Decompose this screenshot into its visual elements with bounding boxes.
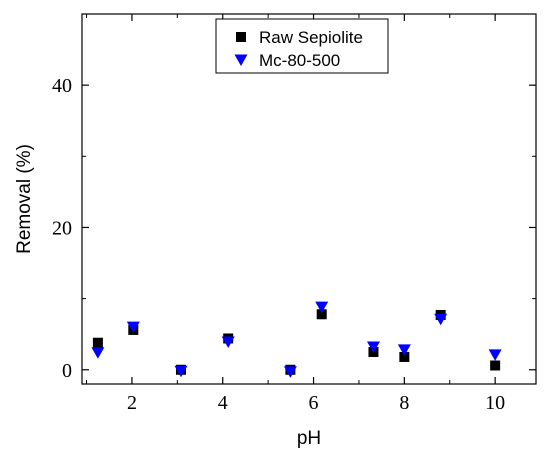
data-point xyxy=(92,337,103,348)
x-tick-label: 2 xyxy=(127,392,137,414)
legend-marker xyxy=(236,32,246,42)
x-axis-title: pH xyxy=(297,428,321,449)
data-point xyxy=(91,347,105,359)
data-point xyxy=(434,313,448,326)
tick-labels: 2 4 6 8 10 0 20 40 xyxy=(52,75,505,414)
legend-box xyxy=(215,18,389,74)
y-tick-label: 40 xyxy=(52,75,72,97)
x-tick-label: 8 xyxy=(399,392,409,414)
data-point xyxy=(316,309,327,320)
legend-marker xyxy=(234,54,248,66)
legend-items: Raw Sepiolite Mc-80-500 xyxy=(234,28,363,70)
legend-label: Mc-80-500 xyxy=(259,51,340,70)
data-point xyxy=(366,341,380,353)
x-tick-label: 4 xyxy=(218,392,228,414)
y-tick-label: 20 xyxy=(52,217,72,239)
data-point xyxy=(221,336,235,349)
data-point xyxy=(315,301,329,314)
data-point xyxy=(397,344,411,356)
data-point xyxy=(283,366,297,378)
series-2 xyxy=(91,301,502,378)
data-points xyxy=(91,301,502,378)
plot-frame xyxy=(81,13,537,385)
data-point xyxy=(399,351,410,362)
data-point xyxy=(490,360,501,371)
y-axis-title: Removal (%) xyxy=(14,144,35,254)
x-tick-label: 10 xyxy=(485,392,505,414)
data-point xyxy=(126,321,140,334)
x-tick-label: 6 xyxy=(309,392,319,414)
legend-label: Raw Sepiolite xyxy=(259,28,363,47)
legend: Raw Sepiolite Mc-80-500 xyxy=(215,18,389,74)
y-tick-label: 0 xyxy=(62,360,72,382)
data-point xyxy=(174,365,188,378)
data-point xyxy=(488,349,502,361)
